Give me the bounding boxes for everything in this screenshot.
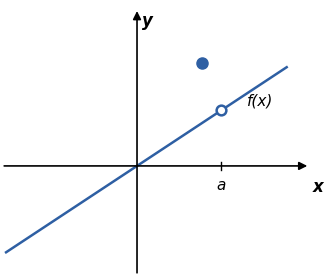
Text: a: a [216,178,226,193]
Text: f(x): f(x) [247,94,273,109]
Text: x: x [312,178,323,196]
Text: y: y [142,12,152,30]
